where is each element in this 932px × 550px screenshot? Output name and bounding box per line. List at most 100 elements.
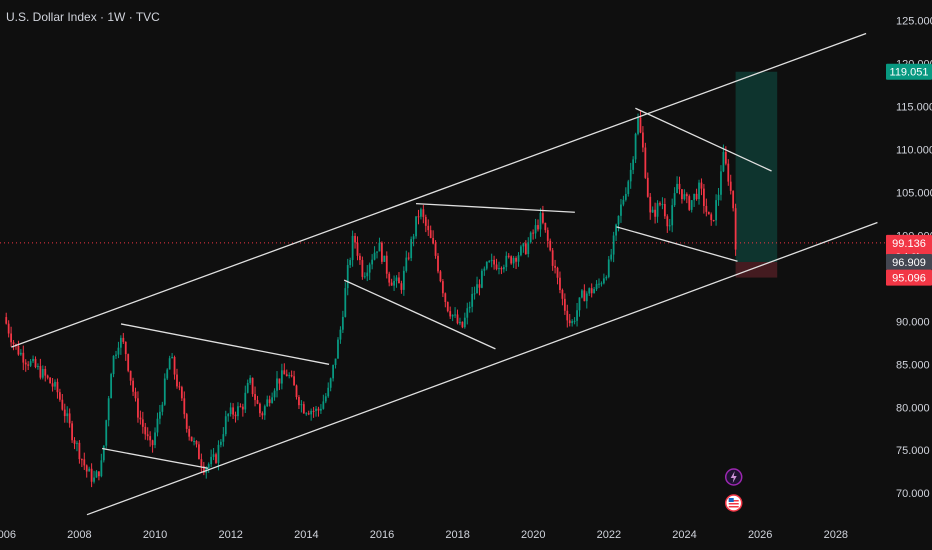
trendline-wedge-2022-lower[interactable] [616, 226, 738, 262]
candle [698, 182, 700, 200]
candle [193, 440, 195, 442]
candle [307, 413, 310, 415]
candle [556, 267, 559, 278]
candle [378, 242, 381, 252]
candle [349, 260, 352, 266]
candle [327, 387, 330, 397]
candle [610, 254, 613, 260]
candle [317, 408, 320, 411]
trendline-wedge-2022-upper[interactable] [635, 107, 772, 172]
candle [293, 376, 295, 386]
candle [32, 358, 34, 362]
candle [527, 242, 530, 255]
candle [724, 151, 727, 164]
candle [115, 354, 117, 356]
candle [285, 374, 288, 377]
candle [522, 243, 525, 247]
candle [505, 255, 508, 268]
trendline-channel-top[interactable] [11, 32, 867, 348]
candle [593, 289, 596, 294]
candle [512, 257, 515, 264]
candle [537, 225, 539, 230]
candle [666, 216, 669, 227]
candle [707, 211, 710, 215]
candle [668, 225, 671, 227]
candle [656, 203, 659, 217]
candle [295, 385, 298, 398]
candle [632, 159, 635, 170]
candle [673, 193, 676, 206]
candle [159, 411, 161, 419]
candle [444, 293, 447, 302]
candle [241, 406, 244, 410]
candle [41, 369, 44, 378]
candle [61, 399, 64, 410]
candle [427, 225, 430, 231]
candle [219, 441, 222, 445]
candle [681, 189, 683, 200]
candle [678, 183, 681, 190]
candle [49, 377, 52, 384]
candle [651, 209, 654, 213]
candle [468, 306, 471, 309]
candle [266, 399, 269, 407]
candle [541, 213, 544, 223]
profit-zone[interactable] [735, 71, 778, 262]
candle [446, 301, 449, 312]
candle [58, 392, 61, 400]
trendline-channel-bottom[interactable] [86, 221, 878, 516]
candle [239, 406, 242, 408]
candle [654, 209, 657, 217]
candle [359, 255, 361, 261]
candle [117, 347, 120, 355]
y-tick-label: 125.000 [896, 16, 932, 28]
y-tick-label: 105.000 [896, 187, 932, 199]
trendline-range-2016-lower[interactable] [343, 279, 496, 350]
x-tick-label: 2020 [521, 529, 545, 541]
candle [432, 237, 435, 244]
candle [171, 357, 174, 359]
candle [717, 194, 720, 201]
candle [346, 265, 349, 289]
candle [385, 255, 388, 274]
candle [690, 200, 693, 210]
candle [595, 283, 598, 290]
candle [727, 163, 730, 182]
candle [183, 398, 186, 415]
candle [559, 277, 561, 290]
candle [663, 204, 666, 217]
candle [429, 230, 432, 238]
candle [283, 370, 286, 375]
trendline-wedge-2009-lower[interactable] [101, 447, 209, 469]
candle [12, 342, 15, 345]
candle [683, 194, 686, 200]
candle [256, 400, 259, 404]
stop-zone[interactable] [735, 261, 778, 278]
candle [98, 471, 100, 477]
candle [466, 308, 469, 318]
candle [222, 434, 225, 442]
candle [168, 358, 171, 370]
candle [10, 333, 13, 343]
candle [217, 444, 220, 463]
x-tick-label: 2012 [218, 529, 242, 541]
candle [459, 321, 461, 324]
candle [498, 268, 500, 270]
candle [510, 256, 513, 264]
candle [437, 255, 439, 272]
candle [615, 224, 617, 236]
trendline-wedge-2009-upper[interactable] [120, 323, 330, 365]
candle [161, 404, 164, 412]
candle [280, 370, 283, 384]
candle [581, 290, 583, 298]
x-tick-label: 2028 [824, 529, 848, 541]
candle [298, 397, 300, 406]
candle [351, 235, 354, 261]
candle [388, 273, 391, 283]
trendline-range-2016-upper[interactable] [415, 202, 575, 213]
candle [271, 397, 274, 403]
candle [19, 352, 22, 355]
x-tick-label: 2008 [67, 529, 91, 541]
candle [17, 345, 20, 355]
